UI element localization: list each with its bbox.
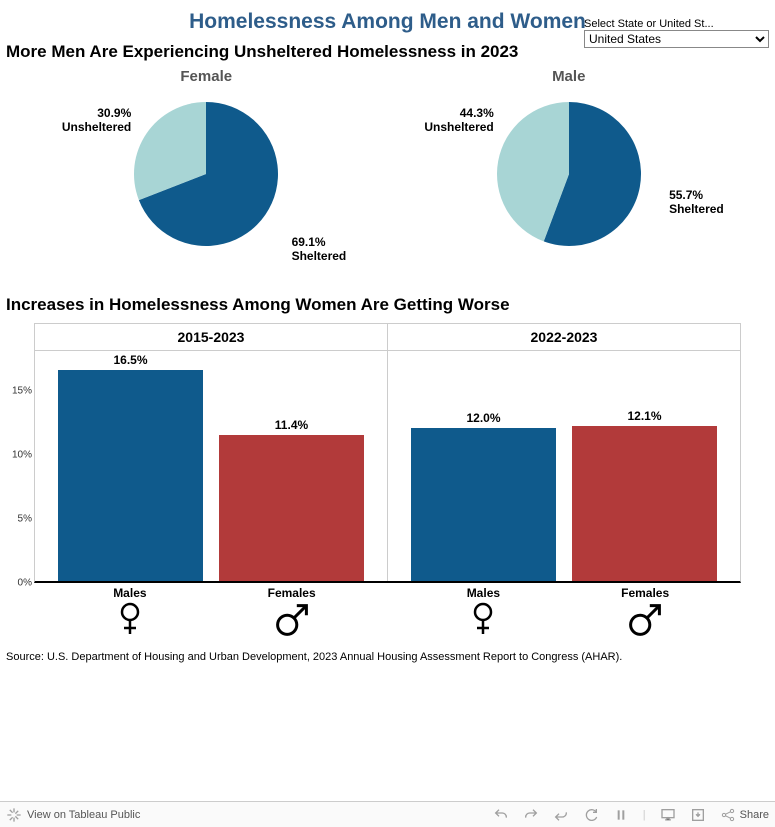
- pie-row: Female 30.9%Unsheltered69.1%Sheltered Ma…: [0, 68, 775, 259]
- y-tick: 15%: [12, 386, 32, 397]
- revert-icon[interactable]: [553, 807, 569, 823]
- bar-value-label: 11.4%: [275, 418, 308, 432]
- pie-title: Female: [56, 68, 356, 85]
- x-label-text: Males: [411, 583, 557, 600]
- period-label: 2022-2023: [388, 324, 740, 351]
- source-text: Source: U.S. Department of Housing and U…: [6, 651, 769, 664]
- bar-period-column: 2022-2023 12.0% 12.1%: [388, 324, 740, 581]
- state-selector-wrap: Select State or United St... United Stat…: [584, 18, 769, 48]
- bar-rect: [58, 370, 203, 581]
- bar-rect: [411, 428, 556, 581]
- pie-block: Female 30.9%Unsheltered69.1%Sheltered: [56, 68, 356, 259]
- selector-label: Select State or United St...: [584, 18, 769, 30]
- x-label-item: Females: [572, 583, 718, 643]
- tableau-toolbar: View on Tableau Public | Share: [0, 801, 775, 827]
- state-selector[interactable]: United States: [584, 30, 769, 48]
- share-icon: [720, 807, 736, 823]
- pie-block: Male 44.3%Unsheltered55.7%Sheltered: [419, 68, 719, 259]
- period-label: 2015-2023: [35, 324, 387, 351]
- bar-rect: [219, 435, 364, 581]
- y-tick: 5%: [18, 514, 32, 525]
- pie-label-unsheltered: 30.9%Unsheltered: [51, 107, 131, 135]
- pie-label-sheltered: 55.7%Sheltered: [669, 189, 724, 217]
- tableau-logo-icon: [6, 807, 22, 823]
- female-icon: [465, 602, 501, 638]
- bar-item: 12.1%: [572, 409, 717, 581]
- bar-item: 16.5%: [58, 353, 203, 581]
- presentation-icon[interactable]: [660, 807, 676, 823]
- view-on-tableau-label: View on Tableau Public: [27, 809, 140, 821]
- undo-icon[interactable]: [493, 807, 509, 823]
- bar-period-column: 2015-2023 16.5% 11.4%: [35, 324, 388, 581]
- y-tick: 10%: [12, 450, 32, 461]
- refresh-icon[interactable]: [583, 807, 599, 823]
- bar-value-label: 12.0%: [466, 411, 500, 425]
- x-label-text: Females: [219, 583, 365, 600]
- x-label-item: Males: [57, 583, 203, 643]
- male-icon: [274, 602, 310, 638]
- male-icon: [627, 602, 663, 638]
- bar-value-label: 16.5%: [113, 353, 147, 367]
- pie-chart: [494, 99, 644, 249]
- bar-value-label: 12.1%: [627, 409, 661, 423]
- download-icon[interactable]: [690, 807, 706, 823]
- pause-icon[interactable]: [613, 807, 629, 823]
- section2-title: Increases in Homelessness Among Women Ar…: [6, 295, 775, 315]
- x-label-text: Females: [572, 583, 718, 600]
- x-label-item: Females: [219, 583, 365, 643]
- pie-label-sheltered: 69.1%Sheltered: [292, 236, 347, 264]
- pie-label-unsheltered: 44.3%Unsheltered: [414, 107, 494, 135]
- x-label-text: Males: [57, 583, 203, 600]
- share-label: Share: [740, 809, 769, 821]
- x-axis-labels: Males Females Males Females: [34, 583, 741, 643]
- redo-icon[interactable]: [523, 807, 539, 823]
- female-icon: [112, 602, 148, 638]
- view-on-tableau-button[interactable]: View on Tableau Public: [6, 807, 140, 823]
- bar-item: 12.0%: [411, 411, 556, 581]
- x-label-item: Males: [411, 583, 557, 643]
- bar-chart: 2015-2023 16.5% 11.4% 2022-2023 12.0% 12…: [34, 323, 741, 583]
- bar-item: 11.4%: [219, 418, 364, 581]
- bar-rect: [572, 426, 717, 581]
- pie-chart: [131, 99, 281, 249]
- share-button[interactable]: Share: [720, 807, 769, 823]
- y-tick: 0%: [18, 578, 32, 589]
- pie-title: Male: [419, 68, 719, 85]
